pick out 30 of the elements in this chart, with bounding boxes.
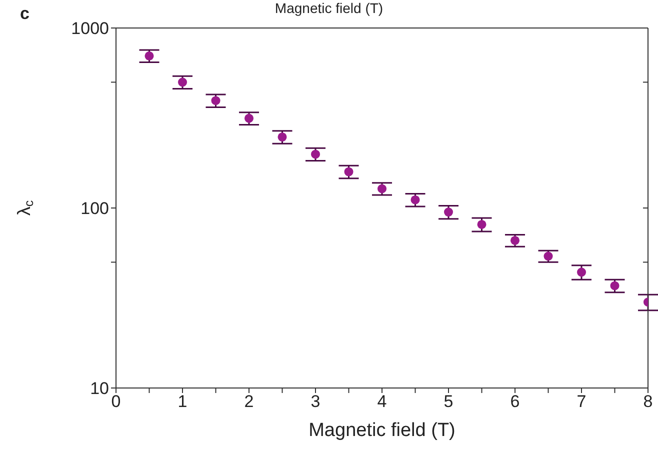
x-tick-label: 6: [510, 392, 520, 412]
x-tick-label: 8: [643, 392, 653, 412]
point: [278, 132, 287, 142]
point: [510, 236, 520, 245]
x-tick-label: 5: [444, 392, 454, 412]
y-tick-label: 100: [80, 199, 109, 218]
x-tick-label: 0: [111, 392, 121, 412]
point: [410, 195, 420, 204]
y-tick-label: 1000: [71, 19, 109, 38]
point: [211, 96, 220, 106]
x-axis-title: Magnetic field (T): [308, 420, 456, 441]
point: [244, 114, 254, 123]
text: Magnetic field (T): [274, 0, 384, 16]
point: [178, 78, 188, 87]
x-tick-label: 7: [576, 392, 586, 412]
point: [377, 184, 387, 194]
x-tick-label: 2: [244, 392, 254, 412]
point: [610, 281, 620, 290]
x-tick-label: 4: [377, 392, 387, 412]
point: [444, 208, 454, 217]
text: c: [20, 4, 30, 24]
point: [144, 51, 154, 60]
point: [344, 167, 354, 176]
point: [544, 252, 553, 261]
y-tick-label: 10: [90, 379, 109, 398]
x-tick-label: 1: [178, 392, 188, 412]
point: [576, 268, 586, 277]
x-tick-label: 3: [310, 392, 320, 412]
point: [310, 150, 320, 159]
point: [477, 220, 486, 229]
